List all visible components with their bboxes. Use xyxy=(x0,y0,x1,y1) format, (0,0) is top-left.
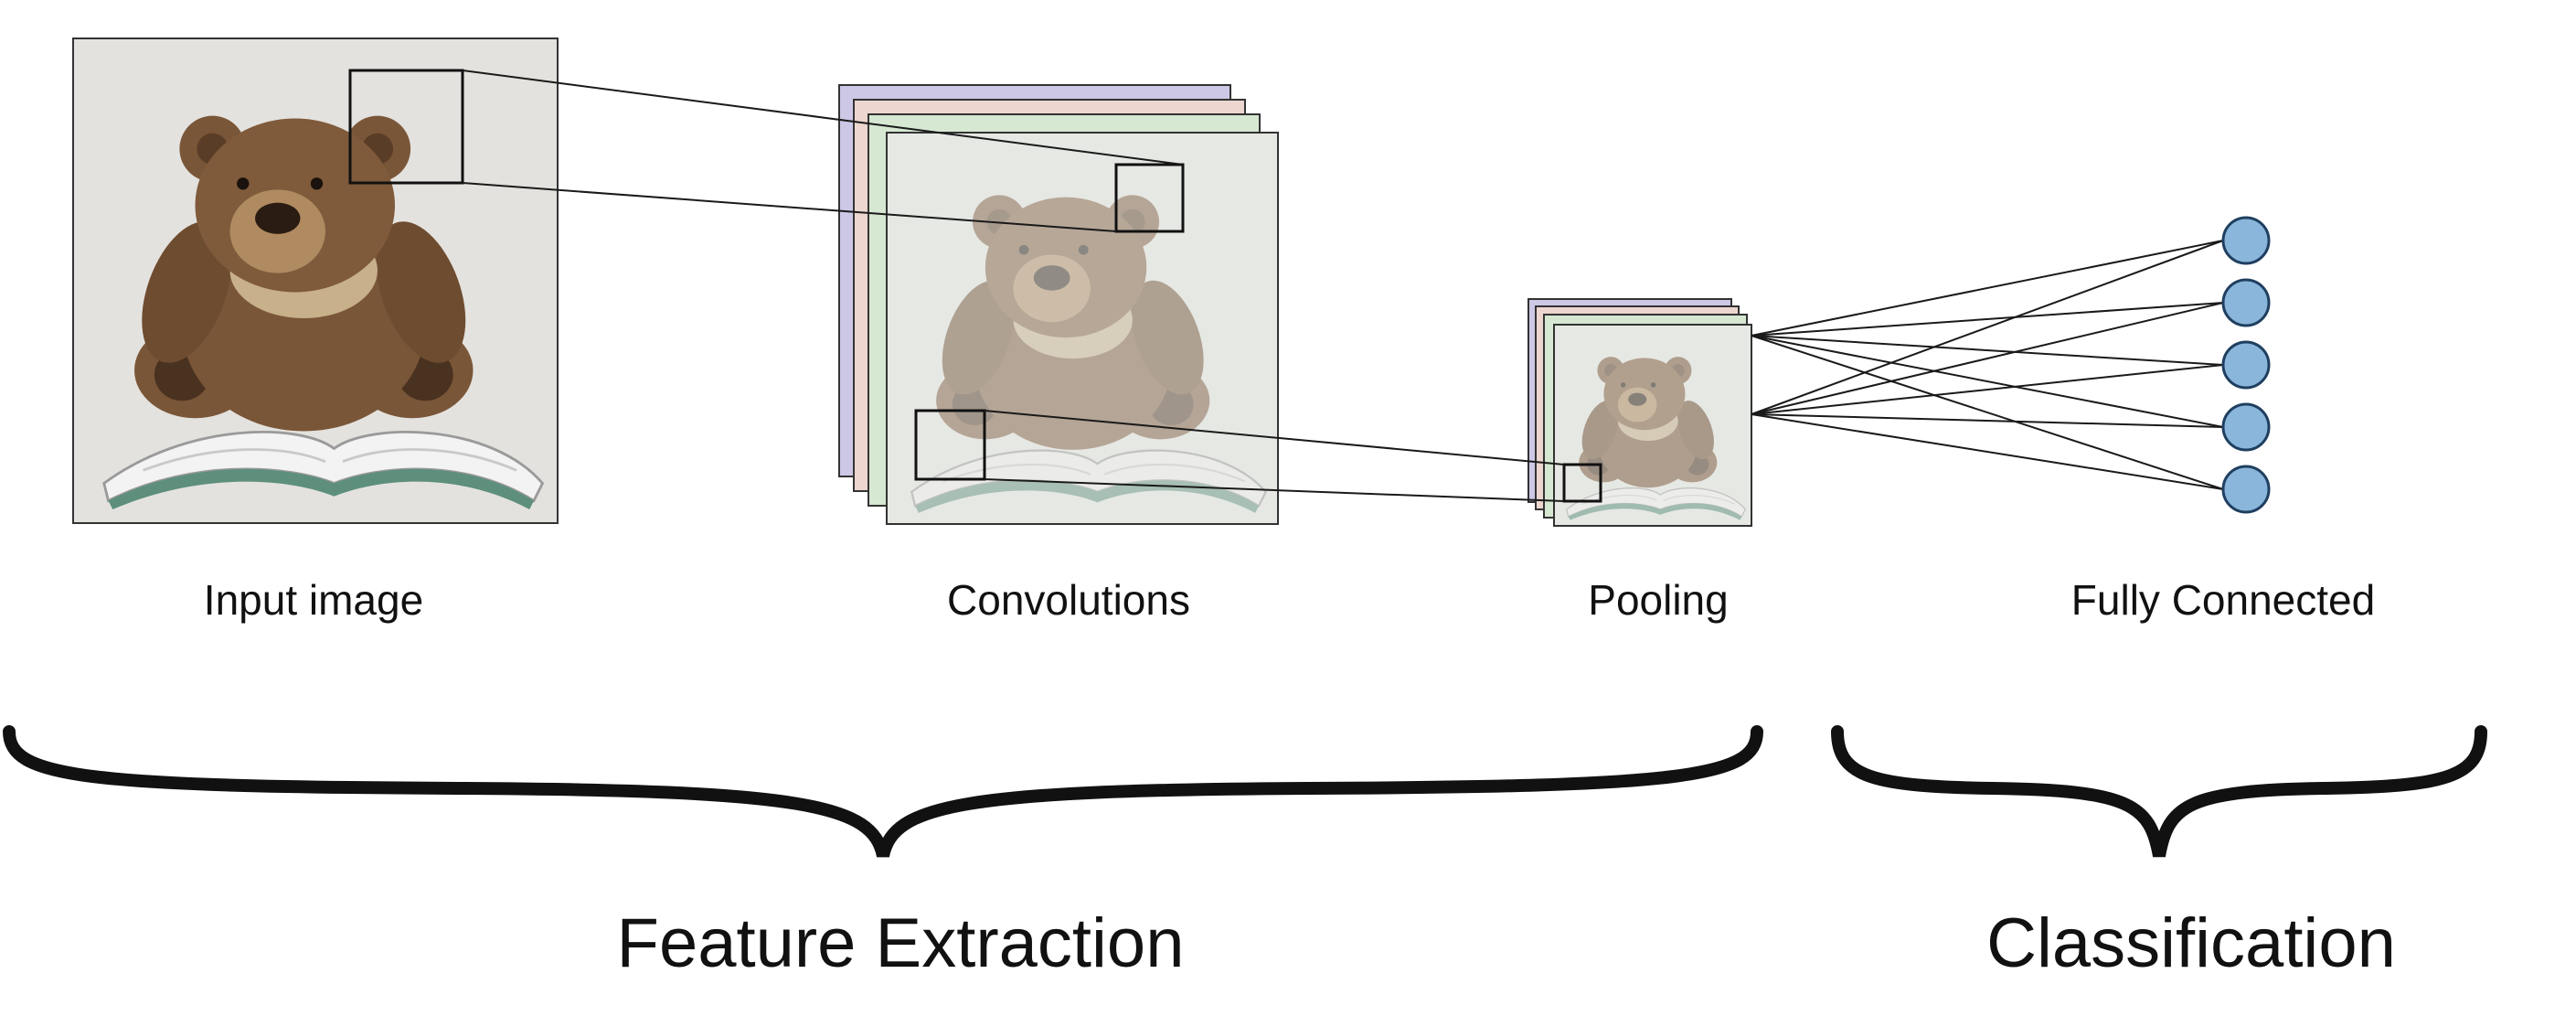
conv-receptive-field xyxy=(1114,163,1185,233)
fully-connected-layer xyxy=(2221,216,2271,514)
fc-edge xyxy=(1751,240,2224,415)
fc-node xyxy=(2221,402,2271,452)
input-receptive-field xyxy=(348,69,464,185)
fc-edge xyxy=(1751,364,2224,415)
fc-edge xyxy=(1751,302,2224,415)
input-image-label: Input image xyxy=(204,576,423,624)
fc-edge xyxy=(1751,335,2224,428)
fc-edge xyxy=(1751,335,2224,490)
conv-pool-window xyxy=(914,409,986,481)
feature-extraction-brace xyxy=(3,725,1763,858)
fully-connected-edges xyxy=(1751,240,2224,490)
input-to-conv-projection xyxy=(462,70,1184,232)
pooling-stack xyxy=(1528,298,1752,527)
feature-extraction-label: Feature Extraction xyxy=(617,904,1185,982)
fc-edge xyxy=(1751,335,2224,366)
convolution-stack xyxy=(838,84,1279,525)
fc-node xyxy=(2221,278,2271,327)
fc-node xyxy=(2221,340,2271,390)
fc-node xyxy=(2221,465,2271,514)
fc-edge xyxy=(1751,413,2224,428)
pooling-label: Pooling xyxy=(1588,576,1728,624)
convolutions-label: Convolutions xyxy=(947,576,1190,624)
fc-edge xyxy=(1751,302,2224,337)
classification-label: Classification xyxy=(1986,904,2396,982)
conv-to-pool-projection xyxy=(984,410,1565,502)
input-image xyxy=(72,37,559,524)
fc-edge xyxy=(1751,413,2224,490)
pooled-cell xyxy=(1562,463,1602,503)
classification-brace xyxy=(1831,725,2487,858)
fully-connected-label: Fully Connected xyxy=(2071,576,2375,624)
fc-node xyxy=(2221,216,2271,265)
fc-edge xyxy=(1751,240,2224,337)
